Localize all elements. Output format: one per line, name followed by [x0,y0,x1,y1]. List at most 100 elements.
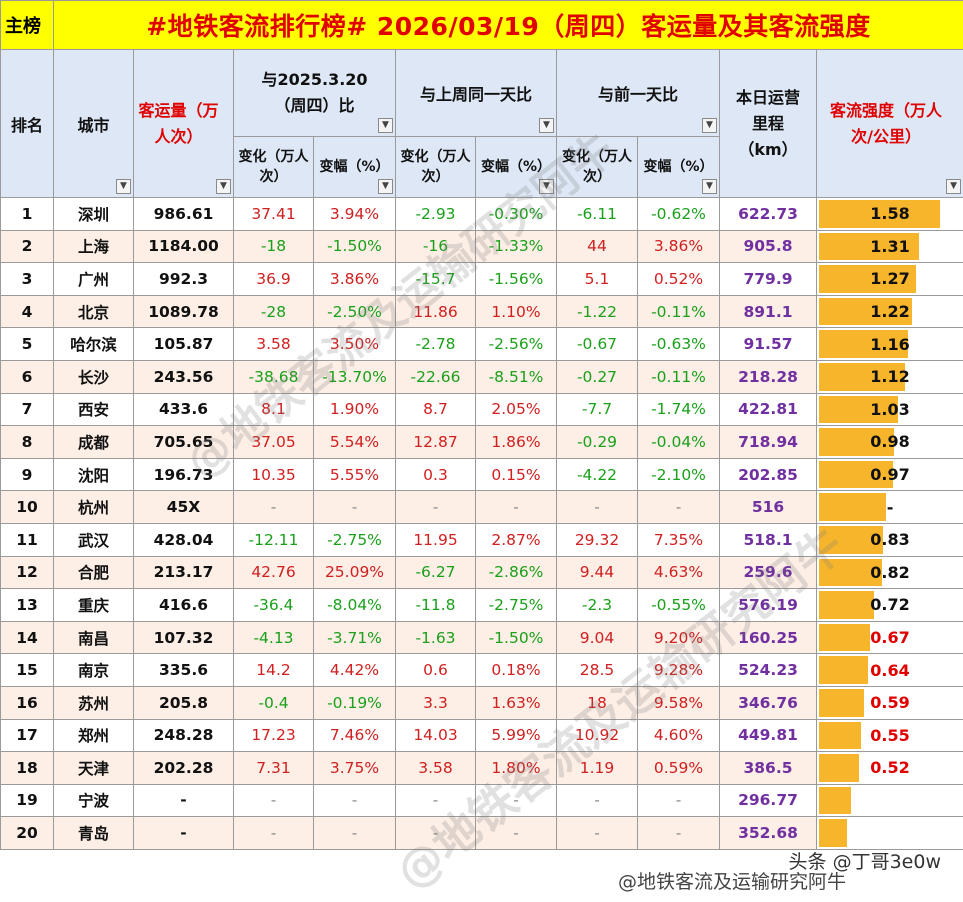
volume-cell: 205.8 [134,686,234,719]
header-wow-change: 变化（万人次） [396,137,476,198]
filter-dropdown-icon[interactable]: ▼ [946,179,961,194]
change-rate-cell: -2.10% [638,458,720,491]
city-cell: 成都 [54,426,134,459]
change-cell: 0.6 [396,654,476,687]
change-rate-cell: 3.75% [314,752,396,785]
city-cell: 天津 [54,752,134,785]
length-cell: 259.6 [720,556,817,589]
length-cell: 576.19 [720,589,817,622]
length-cell: 352.68 [720,817,817,850]
change-cell: - [234,817,314,850]
change-rate-cell: 1.10% [476,295,557,328]
length-cell: 91.57 [720,328,817,361]
filter-dropdown-icon[interactable]: ▼ [216,179,231,194]
filter-dropdown-icon[interactable]: ▼ [116,179,131,194]
change-rate-cell: 25.09% [314,556,396,589]
change-cell: 37.41 [234,198,314,231]
change-rate-cell: 5.54% [314,426,396,459]
change-cell: -11.8 [396,589,476,622]
filter-dropdown-icon[interactable]: ▼ [539,118,554,133]
city-cell: 长沙 [54,360,134,393]
city-cell: 青岛 [54,817,134,850]
change-rate-cell: 0.15% [476,458,557,491]
filter-dropdown-icon[interactable]: ▼ [539,179,554,194]
change-cell: 42.76 [234,556,314,589]
filter-dropdown-icon[interactable]: ▼ [378,118,393,133]
filter-dropdown-icon[interactable]: ▼ [702,179,717,194]
change-rate-cell: 5.55% [314,458,396,491]
change-cell: -18 [234,230,314,263]
intensity-value: 0.64 [870,661,909,680]
city-cell: 杭州 [54,491,134,524]
change-cell: -4.13 [234,621,314,654]
change-cell: -2.78 [396,328,476,361]
change-cell: -1.63 [396,621,476,654]
volume-cell: 213.17 [134,556,234,589]
volume-cell: 105.87 [134,328,234,361]
change-rate-cell: 9.58% [638,686,720,719]
change-rate-cell: 2.87% [476,523,557,556]
volume-cell: 196.73 [134,458,234,491]
change-rate-cell: 3.50% [314,328,396,361]
intensity-cell: 1.31 [817,230,963,263]
volume-cell: 992.3 [134,263,234,296]
volume-cell: 335.6 [134,654,234,687]
change-cell: - [234,491,314,524]
filter-dropdown-icon[interactable]: ▼ [378,179,393,194]
intensity-cell: 0.98 [817,426,963,459]
change-cell: -0.27 [557,360,638,393]
change-rate-cell: 1.80% [476,752,557,785]
header-dod-group: 与前一天比▼ [557,50,720,137]
rank-cell: 1 [1,198,54,231]
intensity-cell: 1.12 [817,360,963,393]
change-rate-cell: 0.52% [638,263,720,296]
change-cell: - [234,784,314,817]
change-rate-cell: -0.11% [638,360,720,393]
change-rate-cell: 5.99% [476,719,557,752]
change-cell: -0.29 [557,426,638,459]
length-cell: 296.77 [720,784,817,817]
intensity-cell [817,817,963,850]
filter-dropdown-icon[interactable]: ▼ [702,118,717,133]
ranking-table: 主榜 #地铁客流排行榜# 2026/03/19（周四）客运量及其客流强度 排名 … [0,0,963,850]
change-cell: 14.2 [234,654,314,687]
change-cell: - [396,817,476,850]
volume-cell: 416.6 [134,589,234,622]
city-cell: 苏州 [54,686,134,719]
change-rate-cell: - [638,784,720,817]
change-rate-cell: -0.62% [638,198,720,231]
change-rate-cell: 4.63% [638,556,720,589]
header-city: 城市▼ [54,50,134,198]
change-cell: -36.4 [234,589,314,622]
change-rate-cell: -2.75% [476,589,557,622]
intensity-cell: 0.64 [817,654,963,687]
intensity-value: 0.82 [870,563,909,582]
change-cell: - [557,817,638,850]
intensity-value: 1.16 [870,335,909,354]
change-rate-cell: 9.20% [638,621,720,654]
change-cell: -22.66 [396,360,476,393]
volume-cell: 428.04 [134,523,234,556]
change-rate-cell: 1.90% [314,393,396,426]
